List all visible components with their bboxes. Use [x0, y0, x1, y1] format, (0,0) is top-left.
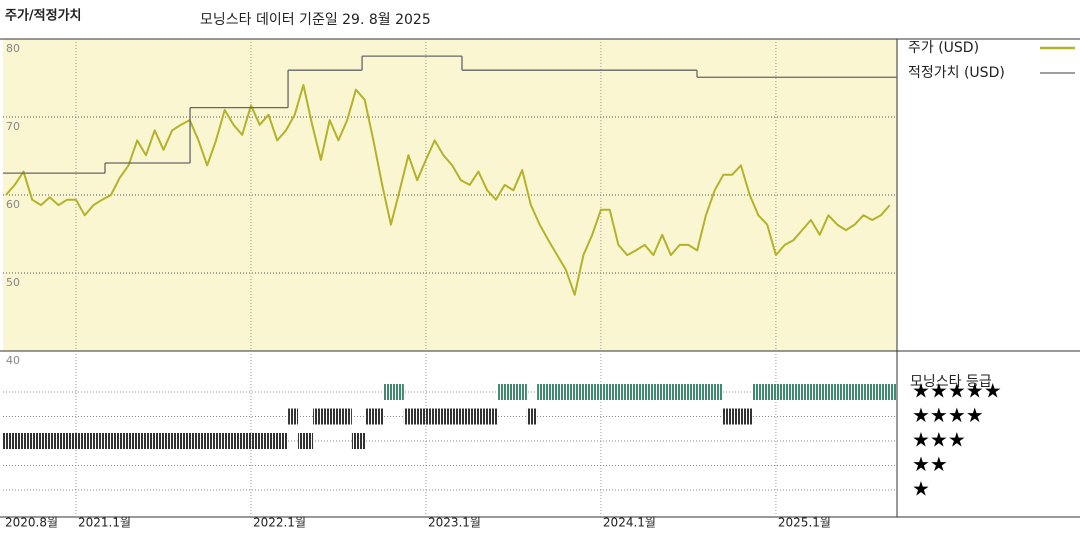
y-tick-label: 50 [6, 276, 20, 289]
rating-bar [752, 384, 897, 400]
rating-label: ★★★★ [912, 403, 984, 427]
rating-bar [403, 408, 499, 425]
rating-label: ★★ [912, 452, 948, 476]
x-tick-label: 2025.1월 [778, 516, 831, 530]
rating-label: ★ [912, 477, 930, 501]
chart-subtitle: 모닝스타 데이터 기준일 29. 8월 2025 [200, 12, 431, 28]
rating-bar [351, 433, 366, 449]
x-tick-label: 2022.1월 [253, 516, 306, 530]
rating-label: ★★★ [912, 428, 966, 452]
rating-bar [3, 433, 289, 449]
x-tick-label: 2024.1월 [603, 516, 656, 530]
legend-label: 주가 (USD) [908, 40, 979, 56]
frame [0, 38, 1080, 518]
rating-title: 모닝스타 등급 [910, 374, 992, 390]
y-tick-label: 40 [6, 354, 20, 367]
y-tick-label: 60 [6, 198, 20, 211]
rating-bar [722, 408, 753, 425]
rating-bar [288, 408, 299, 425]
x-tick-label: 2023.1월 [428, 516, 481, 530]
x-tick-label: 2021.1월 [78, 516, 131, 530]
rating-bar [298, 433, 314, 449]
chart-title: 주가/적정가치 [5, 8, 82, 24]
x-tick-label: 2020.8월 [5, 516, 58, 530]
y-tick-label: 80 [6, 42, 20, 55]
rating-label: ★★★★★ [912, 379, 1002, 403]
price-line [5, 84, 891, 296]
legend-label: 적정가치 (USD) [908, 65, 1005, 81]
rating-bar [498, 384, 527, 400]
rating-bar [313, 408, 352, 425]
rating-bar [365, 408, 384, 425]
rating-bar [383, 384, 404, 400]
rating-bar [537, 384, 723, 400]
rating-bar [526, 408, 538, 425]
y-tick-label: 70 [6, 120, 20, 133]
